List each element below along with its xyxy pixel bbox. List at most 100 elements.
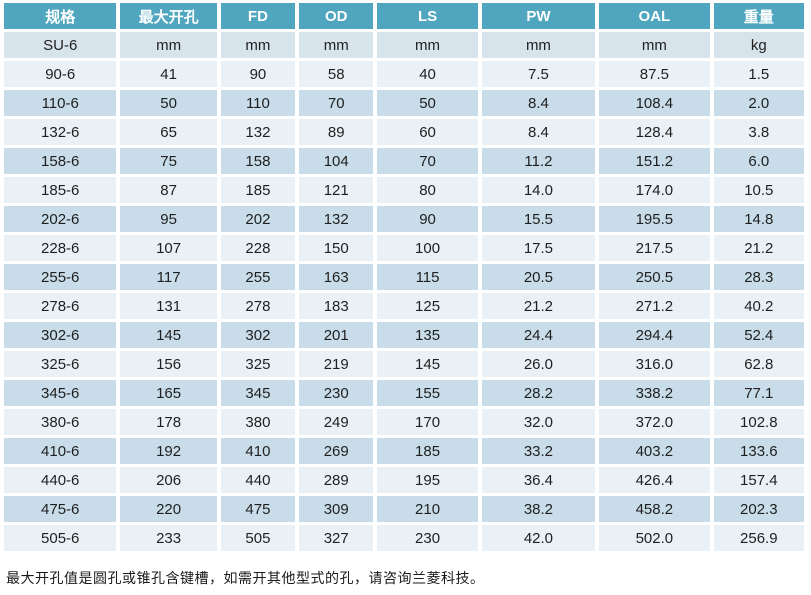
spec-cell: 278-6 [4, 293, 117, 319]
spec-cell: 302-6 [4, 322, 117, 348]
data-cell: 95 [120, 206, 217, 232]
data-cell: 133.6 [713, 438, 804, 464]
table-row: 158-6 75 158 104 70 11.2 151.2 6.0 [4, 148, 804, 174]
data-cell: 151.2 [599, 148, 710, 174]
data-cell: 42.0 [481, 525, 596, 551]
data-cell: 6.0 [713, 148, 804, 174]
data-cell: 65 [120, 119, 217, 145]
data-cell: 58 [299, 61, 374, 87]
data-cell: 7.5 [481, 61, 596, 87]
spec-table: 规格 最大开孔 FD OD LS PW OAL 重量 SU-6 mm mm mm mm mm mm kg 90… [4, 3, 804, 551]
spec-cell: 475-6 [4, 496, 117, 522]
data-cell: 403.2 [599, 438, 710, 464]
data-cell: 230 [299, 380, 374, 406]
data-cell: 41 [120, 61, 217, 87]
data-cell: 108.4 [599, 90, 710, 116]
table-row: 110-6 50 110 70 50 8.4 108.4 2.0 [4, 90, 804, 116]
column-header-pw: PW [481, 3, 596, 29]
table-row: 410-6 192 410 269 185 33.2 403.2 133.6 [4, 438, 804, 464]
data-cell: 107 [120, 235, 217, 261]
data-cell: 77.1 [713, 380, 804, 406]
data-cell: 410 [220, 438, 296, 464]
units-row: SU-6 mm mm mm mm mm mm kg [4, 32, 804, 58]
data-cell: 24.4 [481, 322, 596, 348]
unit-cell: mm [299, 32, 374, 58]
table-row: 345-6 165 345 230 155 28.2 338.2 77.1 [4, 380, 804, 406]
spec-cell: 345-6 [4, 380, 117, 406]
units-row-spec-cell: SU-6 [4, 32, 117, 58]
data-cell: 233 [120, 525, 217, 551]
data-cell: 192 [120, 438, 217, 464]
data-cell: 117 [120, 264, 217, 290]
data-cell: 210 [377, 496, 478, 522]
data-cell: 250.5 [599, 264, 710, 290]
spec-table-body: SU-6 mm mm mm mm mm mm kg 90-6 41 90 58 40 7.5 87.5 1.5… [4, 32, 804, 551]
data-cell: 174.0 [599, 177, 710, 203]
data-cell: 157.4 [713, 467, 804, 493]
spec-cell: 90-6 [4, 61, 117, 87]
data-cell: 40 [377, 61, 478, 87]
data-cell: 36.4 [481, 467, 596, 493]
data-cell: 150 [299, 235, 374, 261]
column-header-oal: OAL [599, 3, 710, 29]
data-cell: 426.4 [599, 467, 710, 493]
data-cell: 2.0 [713, 90, 804, 116]
data-cell: 256.9 [713, 525, 804, 551]
table-row: 475-6 220 475 309 210 38.2 458.2 202.3 [4, 496, 804, 522]
data-cell: 145 [120, 322, 217, 348]
footnote: 最大开孔值是圆孔或锥孔含键槽，如需开其他型式的孔，请咨询兰菱科技。 [6, 570, 485, 586]
data-cell: 195 [377, 467, 478, 493]
data-cell: 220 [120, 496, 217, 522]
data-cell: 158 [220, 148, 296, 174]
data-cell: 33.2 [481, 438, 596, 464]
table-row: 325-6 156 325 219 145 26.0 316.0 62.8 [4, 351, 804, 377]
data-cell: 121 [299, 177, 374, 203]
data-cell: 10.5 [713, 177, 804, 203]
unit-cell: mm [120, 32, 217, 58]
data-cell: 185 [220, 177, 296, 203]
data-cell: 202 [220, 206, 296, 232]
spec-cell: 228-6 [4, 235, 117, 261]
data-cell: 40.2 [713, 293, 804, 319]
data-cell: 502.0 [599, 525, 710, 551]
data-cell: 230 [377, 525, 478, 551]
header-row: 规格 最大开孔 FD OD LS PW OAL 重量 [4, 3, 804, 29]
column-header-od: OD [299, 3, 374, 29]
data-cell: 475 [220, 496, 296, 522]
data-cell: 87 [120, 177, 217, 203]
data-cell: 115 [377, 264, 478, 290]
data-cell: 110 [220, 90, 296, 116]
data-cell: 52.4 [713, 322, 804, 348]
table-row: 505-6 233 505 327 230 42.0 502.0 256.9 [4, 525, 804, 551]
data-cell: 87.5 [599, 61, 710, 87]
column-header-max-bore: 最大开孔 [120, 3, 217, 29]
spec-cell: 380-6 [4, 409, 117, 435]
data-cell: 102.8 [713, 409, 804, 435]
data-cell: 14.0 [481, 177, 596, 203]
data-cell: 8.4 [481, 119, 596, 145]
table-row: 278-6 131 278 183 125 21.2 271.2 40.2 [4, 293, 804, 319]
data-cell: 3.8 [713, 119, 804, 145]
data-cell: 70 [377, 148, 478, 174]
data-cell: 458.2 [599, 496, 710, 522]
spec-cell: 185-6 [4, 177, 117, 203]
data-cell: 125 [377, 293, 478, 319]
spec-cell: 132-6 [4, 119, 117, 145]
data-cell: 1.5 [713, 61, 804, 87]
table-row: 380-6 178 380 249 170 32.0 372.0 102.8 [4, 409, 804, 435]
data-cell: 131 [120, 293, 217, 319]
data-cell: 165 [120, 380, 217, 406]
data-cell: 89 [299, 119, 374, 145]
column-header-ls: LS [377, 3, 478, 29]
table-row: 302-6 145 302 201 135 24.4 294.4 52.4 [4, 322, 804, 348]
unit-cell: mm [377, 32, 478, 58]
data-cell: 17.5 [481, 235, 596, 261]
data-cell: 132 [299, 206, 374, 232]
data-cell: 327 [299, 525, 374, 551]
data-cell: 345 [220, 380, 296, 406]
data-cell: 183 [299, 293, 374, 319]
data-cell: 302 [220, 322, 296, 348]
table-row: 90-6 41 90 58 40 7.5 87.5 1.5 [4, 61, 804, 87]
unit-cell: mm [481, 32, 596, 58]
